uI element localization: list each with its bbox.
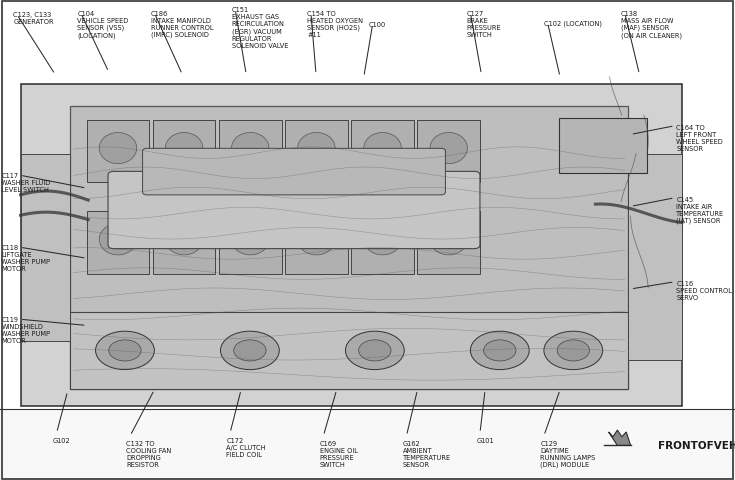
Bar bbox=[87, 120, 149, 182]
Bar bbox=[87, 211, 149, 274]
Text: C138
MASS AIR FLOW
(MAF) SENSOR
(ON AIR CLEANER): C138 MASS AIR FLOW (MAF) SENSOR (ON AIR … bbox=[621, 11, 682, 38]
Ellipse shape bbox=[165, 224, 203, 255]
Ellipse shape bbox=[364, 132, 401, 164]
Circle shape bbox=[109, 340, 141, 361]
Bar bbox=[285, 211, 348, 274]
Circle shape bbox=[96, 331, 154, 370]
Ellipse shape bbox=[232, 132, 269, 164]
Text: C127
BRAKE
PRESSURE
SWITCH: C127 BRAKE PRESSURE SWITCH bbox=[467, 11, 501, 37]
Text: C132 TO
COOLING FAN
DROPPING
RESISTOR: C132 TO COOLING FAN DROPPING RESISTOR bbox=[126, 441, 172, 468]
Circle shape bbox=[470, 331, 529, 370]
Bar bbox=[628, 154, 682, 360]
Text: C151
EXHAUST GAS
RECIRCULATION
(EGR) VACUUM
REGULATOR
SOLENOID VALVE: C151 EXHAUST GAS RECIRCULATION (EGR) VAC… bbox=[232, 7, 288, 48]
Bar bbox=[219, 120, 282, 182]
Bar bbox=[417, 211, 480, 274]
Bar bbox=[351, 211, 414, 274]
Ellipse shape bbox=[430, 132, 467, 164]
Bar bbox=[70, 106, 628, 389]
Bar bbox=[351, 120, 414, 182]
Ellipse shape bbox=[165, 132, 203, 164]
Ellipse shape bbox=[298, 132, 335, 164]
Text: C119
WINDSHIELD
WASHER PUMP
MOTOR: C119 WINDSHIELD WASHER PUMP MOTOR bbox=[1, 317, 51, 344]
Text: C145
INTAKE AIR
TEMPERATURE
(IAT) SENSOR: C145 INTAKE AIR TEMPERATURE (IAT) SENSOR bbox=[676, 197, 724, 224]
Bar bbox=[21, 84, 682, 406]
Text: C102 (LOCATION): C102 (LOCATION) bbox=[544, 20, 602, 27]
Circle shape bbox=[220, 331, 279, 370]
Bar bbox=[153, 211, 215, 274]
Circle shape bbox=[234, 340, 266, 361]
Ellipse shape bbox=[232, 224, 269, 255]
Text: C172
A/C CLUTCH
FIELD COIL: C172 A/C CLUTCH FIELD COIL bbox=[226, 438, 266, 458]
Ellipse shape bbox=[364, 224, 401, 255]
Ellipse shape bbox=[99, 224, 137, 255]
Text: C116
SPEED CONTROL
SERVO: C116 SPEED CONTROL SERVO bbox=[676, 281, 732, 301]
Ellipse shape bbox=[430, 224, 467, 255]
Circle shape bbox=[544, 331, 603, 370]
FancyBboxPatch shape bbox=[108, 171, 480, 249]
Ellipse shape bbox=[99, 132, 137, 164]
Text: FRONTOFVEHICLE: FRONTOFVEHICLE bbox=[658, 441, 735, 451]
Bar bbox=[559, 118, 647, 173]
Bar bbox=[417, 120, 480, 182]
Text: G101: G101 bbox=[476, 438, 494, 444]
Bar bbox=[21, 154, 70, 341]
Text: C117
WASHER FLUID
LEVEL SWITCH: C117 WASHER FLUID LEVEL SWITCH bbox=[1, 173, 51, 193]
Text: C100: C100 bbox=[369, 22, 386, 28]
Circle shape bbox=[484, 340, 516, 361]
Ellipse shape bbox=[298, 224, 335, 255]
Text: C186
INTAKE MANIFOLD
RUNNER CONTROL
(IMRC) SOLENOID: C186 INTAKE MANIFOLD RUNNER CONTROL (IMR… bbox=[151, 11, 213, 38]
FancyBboxPatch shape bbox=[143, 148, 445, 195]
Text: C123, C133
GENERATOR: C123, C133 GENERATOR bbox=[13, 12, 54, 25]
Text: G102: G102 bbox=[53, 438, 71, 444]
Bar bbox=[70, 312, 628, 389]
Circle shape bbox=[359, 340, 391, 361]
Text: C129
DAYTIME
RUNNING LAMPS
(DRL) MODULE: C129 DAYTIME RUNNING LAMPS (DRL) MODULE bbox=[540, 441, 595, 468]
Text: C164 TO
LEFT FRONT
WHEEL SPEED
SENSOR: C164 TO LEFT FRONT WHEEL SPEED SENSOR bbox=[676, 125, 723, 152]
Bar bbox=[219, 211, 282, 274]
Circle shape bbox=[557, 340, 589, 361]
Circle shape bbox=[345, 331, 404, 370]
Bar bbox=[285, 120, 348, 182]
Text: C104
VEHICLE SPEED
SENSOR (VSS)
(LOCATION): C104 VEHICLE SPEED SENSOR (VSS) (LOCATIO… bbox=[77, 11, 129, 38]
Bar bbox=[153, 120, 215, 182]
Text: G162
AMBIENT
TEMPERATURE
SENSOR: G162 AMBIENT TEMPERATURE SENSOR bbox=[403, 441, 451, 468]
Bar bbox=[0, 409, 735, 480]
Text: C154 TO
HEATED OXYGEN
SENSOR (HO2S)
#11: C154 TO HEATED OXYGEN SENSOR (HO2S) #11 bbox=[307, 11, 363, 38]
Polygon shape bbox=[609, 430, 631, 445]
Text: C118
LIFTGATE
WASHER PUMP
MOTOR: C118 LIFTGATE WASHER PUMP MOTOR bbox=[1, 245, 51, 272]
Text: C169
ENGINE OIL
PRESSURE
SWITCH: C169 ENGINE OIL PRESSURE SWITCH bbox=[320, 441, 358, 468]
